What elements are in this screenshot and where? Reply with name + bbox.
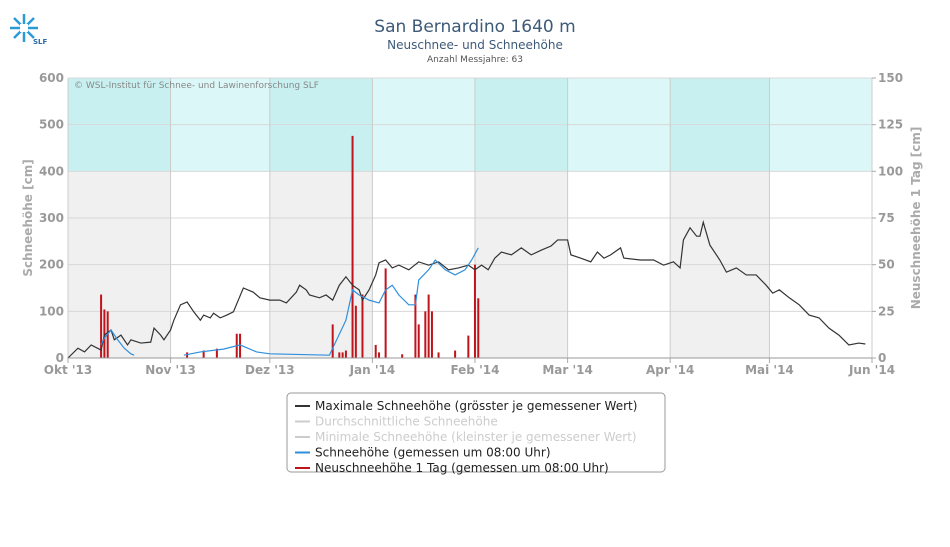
bar — [430, 311, 433, 358]
bar — [103, 309, 106, 358]
bar — [378, 352, 381, 358]
y-tick-label: 500 — [39, 118, 64, 132]
bar — [384, 268, 387, 358]
credit: © WSL-Institut für Schnee- und Lawinenfo… — [74, 81, 319, 91]
bar — [477, 298, 480, 358]
bar — [437, 352, 440, 358]
y2-tick-label: 75 — [878, 211, 895, 225]
bar — [202, 350, 205, 358]
legend-label: Durchschnittliche Schneehöhe — [315, 415, 498, 429]
bar — [417, 324, 420, 358]
logo-text: SLF — [33, 38, 48, 46]
bar — [454, 350, 457, 358]
marks — [67, 135, 866, 359]
series-line — [100, 247, 479, 356]
bar — [351, 135, 354, 358]
y-tick-label: 600 — [39, 71, 64, 85]
y2-tick-label: 25 — [878, 304, 895, 318]
y2-tick-label: 0 — [878, 351, 886, 365]
bar — [361, 294, 364, 358]
bar — [239, 333, 242, 358]
y-tick-label: 100 — [39, 304, 64, 318]
x-tick-label: Okt '13 — [44, 363, 92, 377]
chart-subtitle: Neuschnee- und Schneehöhe — [387, 38, 563, 52]
bar — [401, 354, 404, 358]
bar — [467, 335, 470, 358]
legend-items: Maximale Schneehöhe (grösster je gemesse… — [295, 399, 637, 475]
bar — [424, 311, 427, 358]
y2-tick-label: 100 — [878, 164, 903, 178]
x-tick-label: Jan '14 — [349, 363, 396, 377]
bar — [186, 352, 189, 358]
legend-label: Schneehöhe (gemessen um 08:00 Uhr) — [315, 446, 551, 460]
y2-axis-title: Neuschneehöhe 1 Tag [cm] — [909, 127, 923, 310]
x-tick-label: Jun '14 — [848, 363, 895, 377]
bar — [427, 294, 430, 358]
bar — [338, 352, 341, 358]
axes: 0 100 200 300 400 500 600 0 25 50 75 100 125 150 Okt '… — [39, 71, 903, 377]
y-tick-label: 400 — [39, 164, 64, 178]
y-tick-label: 0 — [56, 351, 64, 365]
chart-title: San Bernardino 1640 m — [374, 17, 575, 37]
legend — [286, 392, 666, 473]
bar — [215, 348, 218, 358]
logo-cross — [20, 24, 28, 32]
y-axis-title: Schneehöhe [cm] — [21, 159, 35, 276]
x-tick-label: Nov '13 — [145, 363, 196, 377]
y2-tick-label: 50 — [878, 258, 895, 272]
bar — [473, 264, 476, 358]
y-tick-label: 300 — [39, 211, 64, 225]
x-tick-label: Mai '14 — [745, 363, 794, 377]
series-line — [67, 219, 866, 359]
legend-label: Minimale Schneehöhe (kleinster je gemess… — [315, 430, 637, 444]
y2-tick-label: 125 — [878, 118, 903, 132]
bar — [331, 324, 334, 358]
x-tick-label: Dez '13 — [245, 363, 295, 377]
y2-tick-label: 150 — [878, 71, 903, 85]
x-tick-label: Apr '14 — [646, 363, 694, 377]
bar — [100, 294, 103, 358]
bar — [354, 305, 357, 358]
bar — [414, 294, 417, 358]
x-tick-label: Mar '14 — [542, 363, 593, 377]
bar — [344, 350, 347, 358]
y-tick-label: 200 — [39, 258, 64, 272]
legend-label: Maximale Schneehöhe (grösster je gemesse… — [315, 399, 637, 413]
bar — [374, 344, 377, 358]
legend-label: Neuschneehöhe 1 Tag (gemessen um 08:00 U… — [315, 461, 609, 475]
x-tick-label: Feb '14 — [450, 363, 499, 377]
bar — [341, 352, 344, 358]
chart-note: Anzahl Messjahre: 63 — [427, 55, 523, 65]
